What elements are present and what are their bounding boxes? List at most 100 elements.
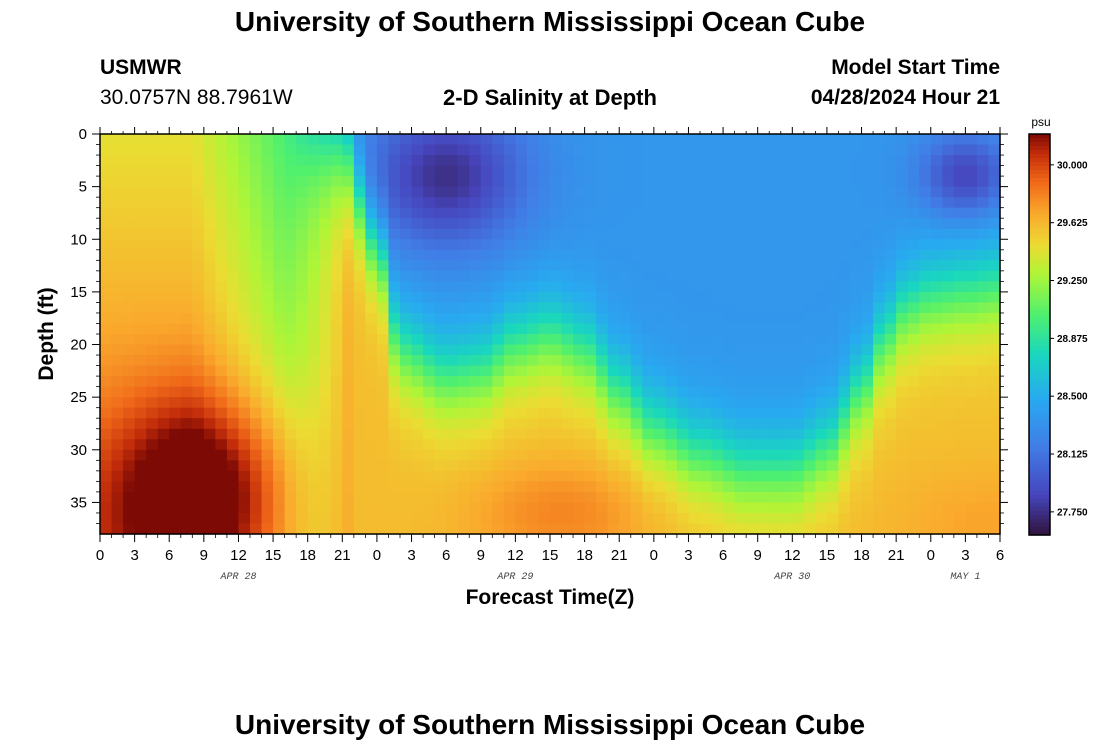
heatmap-cell <box>792 207 805 219</box>
heatmap-cell <box>942 449 955 461</box>
heatmap-cell <box>457 197 470 209</box>
heatmap-cell <box>203 481 216 493</box>
x-tick-label: 3 <box>407 547 415 564</box>
heatmap-cell <box>180 491 193 504</box>
heatmap-cell <box>423 502 436 514</box>
heatmap-cell <box>884 260 897 272</box>
colorbar-cell <box>1029 506 1050 512</box>
heatmap-cell <box>965 407 978 419</box>
heatmap-cell <box>226 386 240 398</box>
heatmap-cell <box>884 491 897 504</box>
heatmap-cell <box>700 186 713 198</box>
heatmap-cell <box>319 449 332 461</box>
heatmap-cell <box>469 302 482 314</box>
heatmap-cell <box>653 207 666 219</box>
heatmap-cell <box>746 260 759 272</box>
heatmap-cell <box>376 502 390 514</box>
heatmap-cell <box>400 355 413 367</box>
heatmap-cell <box>526 397 540 409</box>
heatmap-cell <box>619 523 632 535</box>
heatmap-cell <box>907 355 920 367</box>
heatmap-cell <box>930 260 943 272</box>
heatmap-cell <box>803 207 816 219</box>
heatmap-cell <box>561 155 574 167</box>
heatmap-cell <box>884 344 897 356</box>
heatmap-cell <box>653 144 666 156</box>
heatmap-cell <box>769 407 782 419</box>
heatmap-cell <box>434 197 447 209</box>
heatmap-cell <box>100 355 113 367</box>
heatmap-cell <box>203 186 216 198</box>
heatmap-cell <box>180 407 193 419</box>
heatmap-cell <box>850 428 863 440</box>
heatmap-cell <box>180 312 193 325</box>
heatmap-cell <box>480 344 493 356</box>
heatmap-cell <box>134 491 147 504</box>
heatmap-cell <box>330 134 343 146</box>
heatmap-cell <box>423 512 436 525</box>
heatmap-cell <box>653 449 666 461</box>
heatmap-cell <box>896 155 909 167</box>
heatmap-cell <box>134 334 147 346</box>
heatmap-cell <box>215 512 228 525</box>
heatmap-cell <box>953 334 966 346</box>
heatmap-cell <box>665 155 678 167</box>
heatmap-cell <box>446 418 459 430</box>
heatmap-cell <box>653 176 666 188</box>
heatmap-cell <box>365 334 378 346</box>
heatmap-cell <box>134 218 147 230</box>
heatmap-cell <box>215 134 228 146</box>
x-tick-label: 3 <box>684 547 692 564</box>
heatmap-cell <box>584 207 597 219</box>
heatmap-cell <box>215 165 228 177</box>
heatmap-cell <box>446 386 459 398</box>
heatmap-cell <box>469 165 482 177</box>
x-tick-label: 3 <box>130 547 138 564</box>
heatmap-cell <box>503 155 516 167</box>
heatmap-cell <box>884 218 897 230</box>
heatmap-cell <box>930 397 943 409</box>
heatmap-cell <box>838 386 851 398</box>
heatmap-cell <box>503 344 516 356</box>
heatmap-cell <box>423 144 436 156</box>
heatmap-cell <box>873 355 886 367</box>
heatmap-cell <box>965 439 978 451</box>
heatmap-cell <box>480 418 493 430</box>
heatmap-cell <box>676 397 690 409</box>
heatmap-cell <box>734 239 747 251</box>
heatmap-cell <box>515 228 528 240</box>
heatmap-cell <box>826 249 840 261</box>
heatmap-cell <box>307 439 320 451</box>
heatmap-cell <box>815 334 828 346</box>
heatmap-cell <box>388 502 401 514</box>
heatmap-cell <box>607 365 620 377</box>
heatmap-cell <box>711 386 724 398</box>
colorbar-cell <box>1029 146 1050 151</box>
heatmap-cell <box>780 312 793 325</box>
heatmap-cell <box>792 186 805 198</box>
heatmap-cell <box>550 249 563 261</box>
heatmap-cell <box>192 397 205 409</box>
heatmap-cell <box>757 260 770 272</box>
heatmap-cell <box>665 144 678 156</box>
heatmap-cell <box>238 249 251 261</box>
heatmap-cell <box>215 397 228 409</box>
heatmap-cell <box>480 239 493 251</box>
heatmap-cell <box>930 512 943 525</box>
heatmap-cell <box>896 249 909 261</box>
heatmap-cell <box>607 376 620 388</box>
heatmap-cell <box>584 312 597 325</box>
heatmap-cell <box>261 397 274 409</box>
heatmap-cell <box>180 186 193 198</box>
heatmap-cell <box>792 460 805 472</box>
x-axis-ticks: 0 3 6 9 12 15 18 21 0 3 6 9 12 15 18 21 0 3 6 9 12 15 18 21 0 3 6 <box>96 127 1004 564</box>
heatmap-cell <box>180 270 193 282</box>
heatmap-cell <box>734 197 747 209</box>
heatmap-cell <box>630 270 643 282</box>
heatmap-cell <box>746 344 759 356</box>
colorbar-cell <box>1029 318 1050 324</box>
heatmap-cell <box>711 165 724 177</box>
heatmap-cell <box>584 291 597 304</box>
heatmap-cell <box>850 502 863 514</box>
